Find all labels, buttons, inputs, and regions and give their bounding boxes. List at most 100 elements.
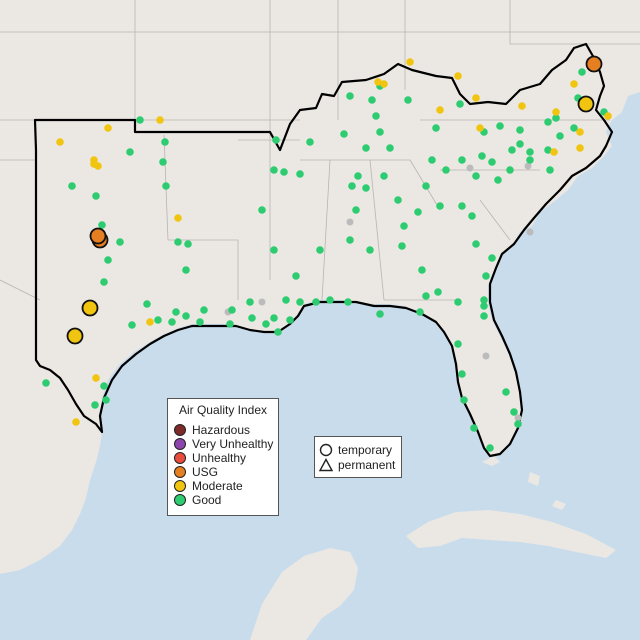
monitor-marker-moderate[interactable] — [56, 138, 64, 146]
monitor-marker-moderate[interactable] — [518, 102, 526, 110]
monitor-marker-good[interactable] — [174, 238, 182, 246]
monitor-marker-good[interactable] — [386, 144, 394, 152]
monitor-marker-good[interactable] — [468, 212, 476, 220]
monitor-marker-good[interactable] — [258, 206, 266, 214]
monitor-marker-good[interactable] — [460, 396, 468, 404]
monitor-marker-good[interactable] — [516, 126, 524, 134]
monitor-marker-good[interactable] — [432, 124, 440, 132]
monitor-marker-good[interactable] — [376, 310, 384, 318]
monitor-marker-moderate[interactable] — [156, 116, 164, 124]
monitor-marker-good[interactable] — [91, 401, 99, 409]
monitor-marker-good[interactable] — [270, 314, 278, 322]
monitor-marker-good[interactable] — [346, 236, 354, 244]
monitor-marker-good[interactable] — [508, 146, 516, 154]
monitor-marker-good[interactable] — [506, 166, 514, 174]
monitor-marker-moderate[interactable] — [604, 112, 612, 120]
monitor-marker-no-data[interactable] — [526, 228, 534, 236]
monitor-marker-good[interactable] — [136, 116, 144, 124]
monitor-marker-good[interactable] — [116, 238, 124, 246]
monitor-marker-good[interactable] — [184, 240, 192, 248]
monitor-marker-good[interactable] — [282, 296, 290, 304]
monitor-marker-good[interactable] — [478, 152, 486, 160]
monitor-marker-good[interactable] — [98, 221, 106, 229]
monitor-marker-good[interactable] — [486, 444, 494, 452]
monitor-marker-good[interactable] — [482, 272, 490, 280]
monitor-marker-good[interactable] — [296, 298, 304, 306]
monitor-marker-good[interactable] — [68, 182, 76, 190]
temporary-monitor-moderate[interactable] — [81, 299, 99, 317]
monitor-marker-good[interactable] — [376, 128, 384, 136]
temporary-monitor-usg[interactable] — [585, 55, 603, 73]
monitor-marker-good[interactable] — [200, 306, 208, 314]
monitor-marker-good[interactable] — [454, 340, 462, 348]
monitor-marker-no-data[interactable] — [514, 414, 522, 422]
monitor-marker-good[interactable] — [544, 118, 552, 126]
monitor-marker-good[interactable] — [472, 240, 480, 248]
monitor-marker-no-data[interactable] — [258, 298, 266, 306]
monitor-marker-good[interactable] — [270, 166, 278, 174]
monitor-marker-moderate[interactable] — [92, 374, 100, 382]
monitor-marker-good[interactable] — [454, 298, 462, 306]
monitor-marker-good[interactable] — [400, 222, 408, 230]
monitor-marker-good[interactable] — [510, 408, 518, 416]
monitor-marker-good[interactable] — [286, 316, 294, 324]
monitor-marker-good[interactable] — [362, 144, 370, 152]
monitor-marker-good[interactable] — [340, 130, 348, 138]
monitor-marker-good[interactable] — [380, 172, 388, 180]
monitor-marker-moderate[interactable] — [406, 58, 414, 66]
monitor-marker-good[interactable] — [270, 246, 278, 254]
monitor-marker-good[interactable] — [102, 396, 110, 404]
monitor-marker-moderate[interactable] — [436, 106, 444, 114]
monitor-marker-good[interactable] — [168, 318, 176, 326]
monitor-marker-good[interactable] — [428, 156, 436, 164]
monitor-marker-good[interactable] — [248, 314, 256, 322]
monitor-marker-good[interactable] — [418, 266, 426, 274]
monitor-marker-no-data[interactable] — [524, 162, 532, 170]
monitor-marker-good[interactable] — [458, 156, 466, 164]
monitor-marker-moderate[interactable] — [550, 148, 558, 156]
monitor-marker-good[interactable] — [472, 172, 480, 180]
monitor-marker-good[interactable] — [546, 166, 554, 174]
monitor-marker-good[interactable] — [196, 318, 204, 326]
monitor-marker-good[interactable] — [480, 296, 488, 304]
monitor-marker-good[interactable] — [436, 202, 444, 210]
monitor-marker-good[interactable] — [92, 192, 100, 200]
monitor-marker-good[interactable] — [280, 168, 288, 176]
monitor-marker-good[interactable] — [348, 182, 356, 190]
monitor-marker-good[interactable] — [514, 420, 522, 428]
monitor-marker-good[interactable] — [480, 312, 488, 320]
monitor-marker-moderate[interactable] — [380, 80, 388, 88]
monitor-marker-moderate[interactable] — [476, 124, 484, 132]
monitor-marker-good[interactable] — [128, 321, 136, 329]
monitor-marker-moderate[interactable] — [146, 318, 154, 326]
monitor-marker-good[interactable] — [488, 254, 496, 262]
monitor-marker-no-data[interactable] — [346, 218, 354, 226]
temporary-monitor-usg[interactable] — [89, 227, 107, 245]
monitor-marker-moderate[interactable] — [72, 418, 80, 426]
monitor-marker-good[interactable] — [526, 156, 534, 164]
monitor-marker-moderate[interactable] — [570, 80, 578, 88]
monitor-marker-good[interactable] — [316, 246, 324, 254]
monitor-marker-moderate[interactable] — [374, 78, 382, 86]
monitor-marker-good[interactable] — [362, 184, 370, 192]
monitor-marker-good[interactable] — [104, 256, 112, 264]
monitor-marker-good[interactable] — [154, 316, 162, 324]
monitor-marker-good[interactable] — [354, 172, 362, 180]
monitor-marker-good[interactable] — [414, 208, 422, 216]
monitor-marker-good[interactable] — [306, 138, 314, 146]
monitor-marker-good[interactable] — [346, 92, 354, 100]
monitor-marker-good[interactable] — [126, 148, 134, 156]
monitor-marker-good[interactable] — [326, 296, 334, 304]
monitor-marker-good[interactable] — [372, 112, 380, 120]
monitor-marker-good[interactable] — [162, 182, 170, 190]
monitor-marker-good[interactable] — [494, 176, 502, 184]
monitor-marker-moderate[interactable] — [454, 72, 462, 80]
monitor-marker-good[interactable] — [344, 298, 352, 306]
monitor-marker-moderate[interactable] — [552, 108, 560, 116]
monitor-marker-good[interactable] — [442, 166, 450, 174]
monitor-marker-good[interactable] — [274, 328, 282, 336]
monitor-marker-good[interactable] — [143, 300, 151, 308]
monitor-marker-good[interactable] — [422, 292, 430, 300]
temporary-monitor-moderate[interactable] — [66, 327, 84, 345]
monitor-marker-good[interactable] — [470, 424, 478, 432]
